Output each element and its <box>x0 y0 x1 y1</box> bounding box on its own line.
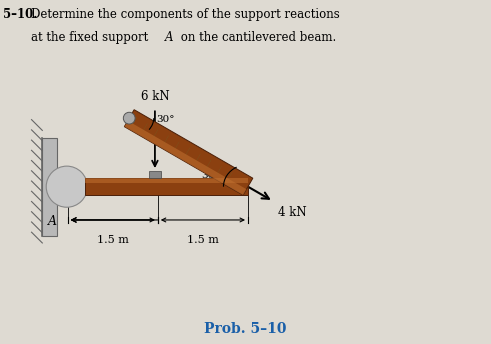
Text: Prob. 5–10: Prob. 5–10 <box>204 322 287 336</box>
Text: Determine the components of the support reactions: Determine the components of the support … <box>31 8 340 21</box>
Bar <box>149 171 161 178</box>
Polygon shape <box>124 110 253 195</box>
Text: 30°: 30° <box>156 115 175 124</box>
Text: 1.5 m: 1.5 m <box>97 235 129 245</box>
Bar <box>42 138 57 236</box>
Polygon shape <box>124 121 246 195</box>
Bar <box>85 178 248 195</box>
Text: 6 kN: 6 kN <box>140 90 169 104</box>
Text: at the fixed support: at the fixed support <box>31 31 152 44</box>
Text: A: A <box>48 215 57 228</box>
Text: 30°: 30° <box>201 171 220 180</box>
Text: 1.5 m: 1.5 m <box>199 178 231 188</box>
Circle shape <box>123 112 135 124</box>
Polygon shape <box>127 114 238 183</box>
Bar <box>85 178 248 183</box>
Text: A: A <box>164 31 173 44</box>
Text: 5–10.: 5–10. <box>3 8 37 21</box>
Text: 4 kN: 4 kN <box>278 206 307 219</box>
Text: on the cantilevered beam.: on the cantilevered beam. <box>177 31 336 44</box>
Circle shape <box>46 166 87 207</box>
Text: 1.5 m: 1.5 m <box>187 235 219 245</box>
